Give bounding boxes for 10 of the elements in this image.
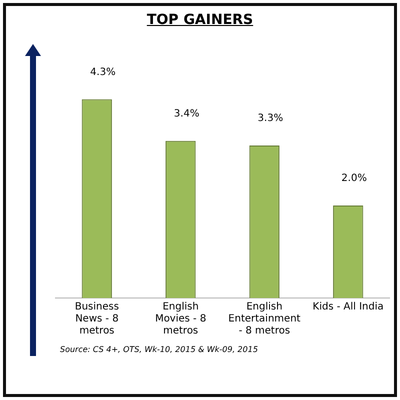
- source-note: Source: CS 4+, OTS, Wk-10, 2015 & Wk-09, 2015: [60, 345, 259, 354]
- chart-title: TOP GAINERS: [146, 12, 254, 28]
- x-tick-label: English Movies - 8 metros: [155, 302, 206, 337]
- data-label: 3.3%: [258, 113, 284, 124]
- x-tick-label: Kids - All India: [312, 302, 384, 313]
- data-label: 3.4%: [174, 108, 200, 120]
- x-tick-label: Business News - 8 metros: [74, 302, 119, 337]
- x-tick-label: English Entertainment - 8 metros: [228, 302, 301, 337]
- data-label: 4.3%: [90, 66, 116, 78]
- data-label: 2.0%: [341, 173, 367, 184]
